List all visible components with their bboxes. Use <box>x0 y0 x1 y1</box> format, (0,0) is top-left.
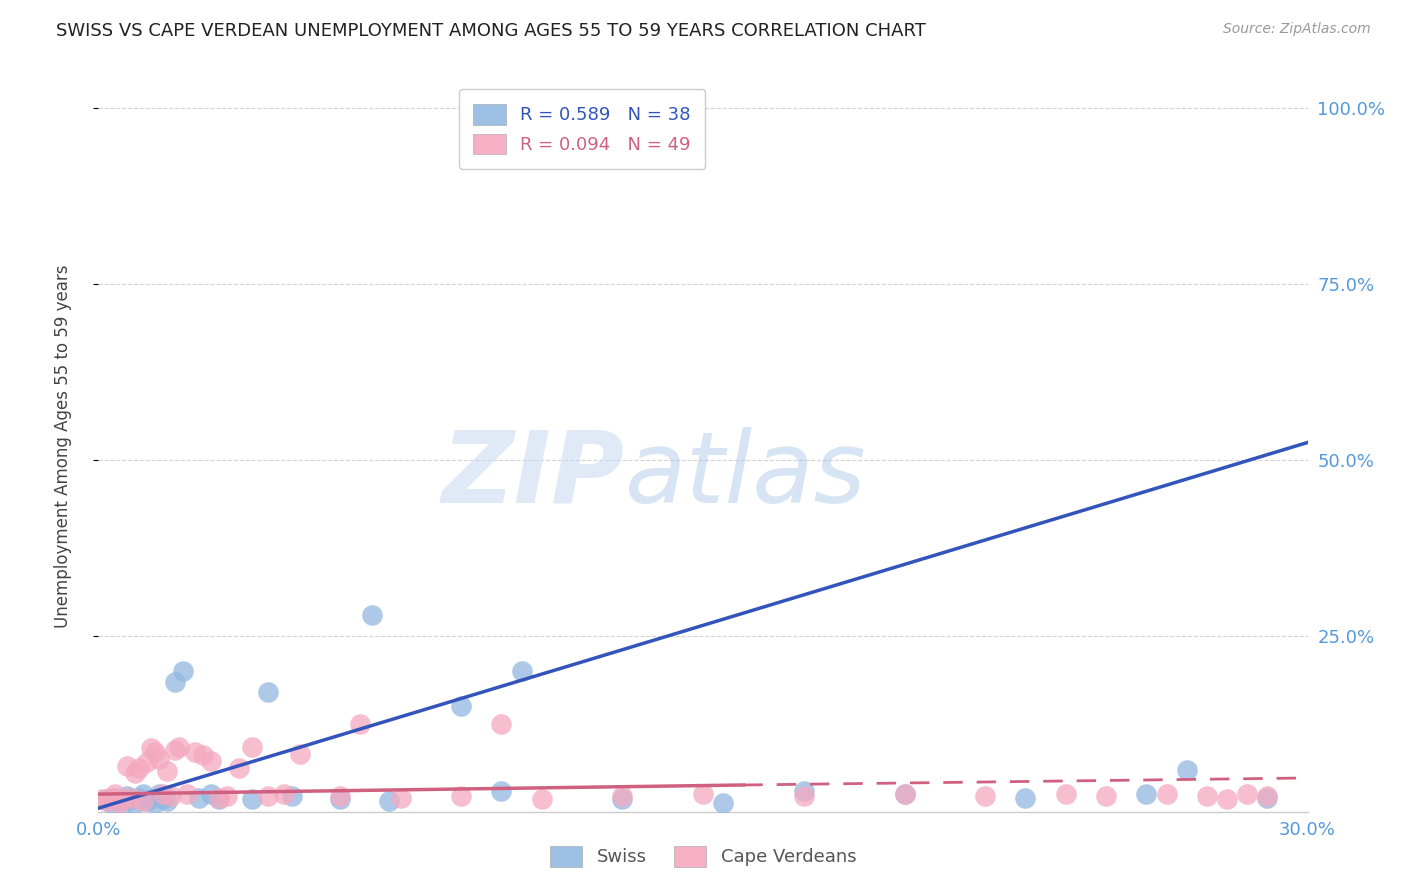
Point <box>288 747 311 761</box>
Point <box>143 745 166 759</box>
Point <box>612 792 634 806</box>
Point <box>389 790 412 805</box>
Legend: Swiss, Cape Verdeans: Swiss, Cape Verdeans <box>543 838 863 874</box>
Point <box>893 787 915 801</box>
Point <box>193 748 215 763</box>
Point <box>361 607 384 622</box>
Point <box>1135 787 1157 801</box>
Point <box>115 789 138 804</box>
Point <box>120 790 142 805</box>
Point <box>1256 789 1278 804</box>
Point <box>148 752 170 766</box>
Point <box>450 699 472 714</box>
Point <box>208 792 231 806</box>
Legend: R = 0.589   N = 38, R = 0.094   N = 49: R = 0.589 N = 38, R = 0.094 N = 49 <box>458 89 706 169</box>
Point <box>450 789 472 804</box>
Point <box>256 789 278 804</box>
Point <box>377 794 399 808</box>
Point <box>100 790 122 805</box>
Point <box>111 792 134 806</box>
Point <box>96 794 118 808</box>
Point <box>692 787 714 801</box>
Point <box>172 664 194 678</box>
Point <box>1095 789 1118 804</box>
Point <box>217 789 239 804</box>
Point <box>200 754 222 768</box>
Point <box>107 797 129 811</box>
Point <box>349 716 371 731</box>
Point <box>1156 787 1178 801</box>
Point <box>256 685 278 699</box>
Point <box>148 787 170 801</box>
Point <box>281 789 304 804</box>
Point <box>1236 787 1258 801</box>
Point <box>111 797 134 812</box>
Point <box>91 792 114 806</box>
Point <box>163 674 186 689</box>
Point <box>152 792 174 806</box>
Point <box>156 764 179 778</box>
Point <box>115 759 138 773</box>
Point <box>1256 790 1278 805</box>
Point <box>1054 787 1077 801</box>
Point <box>510 664 533 678</box>
Point <box>100 797 122 811</box>
Point <box>103 787 125 801</box>
Point <box>893 787 915 801</box>
Point <box>163 743 186 757</box>
Point <box>135 756 157 770</box>
Point <box>228 761 250 775</box>
Point <box>167 739 190 754</box>
Point <box>491 716 513 731</box>
Point <box>273 787 295 801</box>
Point <box>132 787 155 801</box>
Text: SWISS VS CAPE VERDEAN UNEMPLOYMENT AMONG AGES 55 TO 59 YEARS CORRELATION CHART: SWISS VS CAPE VERDEAN UNEMPLOYMENT AMONG… <box>56 22 927 40</box>
Point <box>240 739 263 754</box>
Point <box>329 789 352 804</box>
Point <box>132 794 155 808</box>
Point <box>107 794 129 808</box>
Point <box>160 789 183 804</box>
Point <box>96 792 118 806</box>
Point <box>200 787 222 801</box>
Point <box>793 783 815 797</box>
Point <box>128 790 150 805</box>
Text: ZIP: ZIP <box>441 426 624 524</box>
Point <box>103 790 125 805</box>
Point <box>1014 790 1036 805</box>
Y-axis label: Unemployment Among Ages 55 to 59 years: Unemployment Among Ages 55 to 59 years <box>53 264 72 628</box>
Point <box>530 792 553 806</box>
Point <box>1216 792 1239 806</box>
Text: atlas: atlas <box>624 426 866 524</box>
Point <box>152 787 174 801</box>
Point <box>1195 789 1218 804</box>
Point <box>139 741 162 756</box>
Point <box>240 792 263 806</box>
Point <box>156 794 179 808</box>
Point <box>120 792 142 806</box>
Point <box>793 789 815 804</box>
Point <box>612 789 634 804</box>
Point <box>124 766 146 780</box>
Point <box>135 794 157 808</box>
Point <box>124 797 146 811</box>
Point <box>491 783 513 797</box>
Point <box>128 761 150 775</box>
Text: Source: ZipAtlas.com: Source: ZipAtlas.com <box>1223 22 1371 37</box>
Point <box>208 790 231 805</box>
Point <box>184 745 207 759</box>
Point <box>139 792 162 806</box>
Point <box>176 787 198 801</box>
Point <box>329 792 352 806</box>
Point <box>188 790 211 805</box>
Point <box>143 797 166 811</box>
Point <box>711 797 734 811</box>
Point <box>1175 763 1198 777</box>
Point <box>974 789 997 804</box>
